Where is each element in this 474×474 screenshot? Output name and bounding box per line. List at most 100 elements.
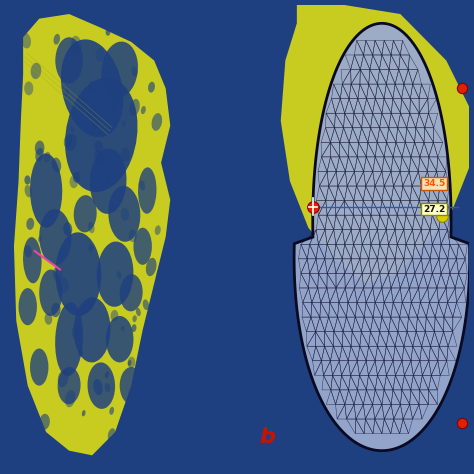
- Ellipse shape: [55, 232, 101, 316]
- Ellipse shape: [70, 41, 80, 56]
- Ellipse shape: [147, 39, 158, 55]
- Ellipse shape: [89, 244, 93, 252]
- Ellipse shape: [106, 28, 110, 36]
- Ellipse shape: [130, 99, 140, 116]
- Ellipse shape: [128, 230, 137, 242]
- Ellipse shape: [105, 383, 110, 392]
- Ellipse shape: [152, 113, 162, 131]
- Ellipse shape: [138, 167, 156, 214]
- Ellipse shape: [61, 39, 123, 137]
- Ellipse shape: [54, 34, 60, 45]
- Ellipse shape: [55, 302, 83, 376]
- Ellipse shape: [108, 186, 140, 242]
- Ellipse shape: [109, 407, 114, 415]
- Ellipse shape: [65, 390, 75, 407]
- Ellipse shape: [24, 245, 32, 257]
- Ellipse shape: [58, 370, 68, 387]
- Ellipse shape: [121, 120, 126, 127]
- Ellipse shape: [35, 141, 45, 155]
- Ellipse shape: [65, 90, 69, 96]
- Ellipse shape: [112, 205, 116, 212]
- Ellipse shape: [24, 82, 33, 95]
- Ellipse shape: [108, 428, 116, 442]
- Ellipse shape: [94, 150, 103, 164]
- Ellipse shape: [64, 134, 72, 148]
- Ellipse shape: [141, 106, 146, 114]
- Ellipse shape: [72, 325, 82, 340]
- Ellipse shape: [128, 357, 135, 368]
- Ellipse shape: [134, 228, 152, 265]
- Ellipse shape: [94, 140, 103, 154]
- Ellipse shape: [30, 348, 48, 386]
- Ellipse shape: [88, 106, 97, 119]
- Ellipse shape: [119, 367, 143, 404]
- Ellipse shape: [73, 172, 80, 182]
- Ellipse shape: [65, 78, 137, 192]
- Ellipse shape: [71, 126, 74, 132]
- Ellipse shape: [110, 310, 118, 321]
- Ellipse shape: [51, 303, 61, 317]
- Ellipse shape: [35, 435, 39, 442]
- Ellipse shape: [45, 313, 52, 325]
- Ellipse shape: [146, 258, 156, 276]
- Ellipse shape: [92, 120, 98, 128]
- Polygon shape: [281, 5, 469, 283]
- Ellipse shape: [128, 360, 131, 366]
- Ellipse shape: [136, 308, 141, 316]
- Ellipse shape: [58, 367, 81, 404]
- Text: 34.5: 34.5: [423, 179, 446, 188]
- Ellipse shape: [88, 363, 115, 409]
- Ellipse shape: [88, 222, 95, 233]
- Ellipse shape: [66, 134, 76, 151]
- Ellipse shape: [156, 268, 163, 279]
- Ellipse shape: [38, 236, 42, 242]
- Polygon shape: [14, 14, 170, 456]
- Ellipse shape: [23, 237, 42, 283]
- Ellipse shape: [52, 157, 61, 173]
- Ellipse shape: [63, 222, 72, 236]
- Ellipse shape: [148, 405, 153, 413]
- Ellipse shape: [106, 316, 134, 363]
- Ellipse shape: [132, 315, 137, 322]
- Ellipse shape: [106, 177, 110, 183]
- Ellipse shape: [97, 241, 133, 307]
- Ellipse shape: [101, 42, 138, 98]
- Ellipse shape: [71, 36, 82, 53]
- Ellipse shape: [30, 154, 62, 228]
- Ellipse shape: [113, 433, 120, 445]
- Ellipse shape: [148, 82, 155, 92]
- Ellipse shape: [121, 326, 125, 332]
- Ellipse shape: [139, 181, 145, 191]
- Point: [458, 84, 466, 92]
- Ellipse shape: [44, 152, 50, 163]
- Ellipse shape: [24, 175, 30, 184]
- Polygon shape: [294, 23, 470, 451]
- Ellipse shape: [39, 414, 50, 430]
- Text: b: b: [259, 427, 275, 447]
- Ellipse shape: [55, 37, 83, 84]
- Ellipse shape: [77, 95, 87, 113]
- Ellipse shape: [35, 148, 44, 162]
- Ellipse shape: [39, 270, 62, 316]
- Ellipse shape: [25, 185, 32, 197]
- Ellipse shape: [20, 396, 28, 411]
- Ellipse shape: [120, 274, 143, 311]
- Ellipse shape: [59, 277, 69, 293]
- Ellipse shape: [39, 209, 72, 265]
- Ellipse shape: [27, 218, 34, 230]
- Text: 27.2: 27.2: [423, 205, 446, 214]
- Ellipse shape: [110, 98, 118, 110]
- Ellipse shape: [22, 423, 32, 438]
- Ellipse shape: [146, 342, 151, 349]
- Point: [438, 212, 446, 220]
- Ellipse shape: [117, 271, 121, 279]
- Ellipse shape: [93, 379, 103, 395]
- Ellipse shape: [152, 335, 160, 346]
- Ellipse shape: [121, 147, 130, 162]
- Point: [309, 203, 317, 210]
- Point: [458, 419, 466, 427]
- Ellipse shape: [31, 63, 41, 79]
- Ellipse shape: [70, 175, 78, 188]
- Ellipse shape: [88, 81, 97, 95]
- Ellipse shape: [82, 410, 85, 417]
